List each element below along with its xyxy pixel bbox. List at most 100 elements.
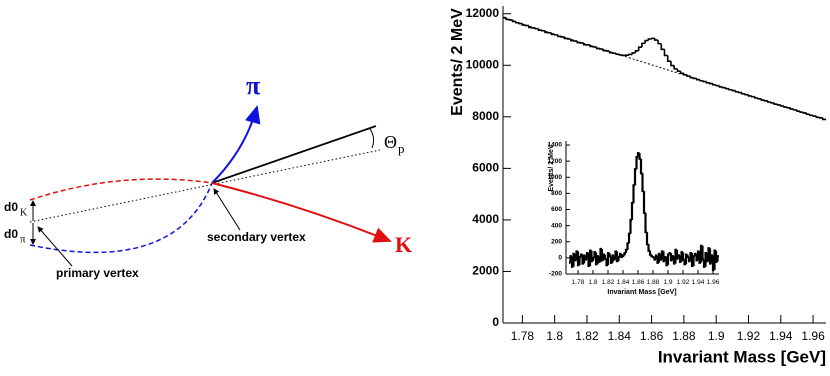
histogram-bin bbox=[650, 251, 652, 255]
histogram-bin bbox=[593, 258, 595, 261]
x-tick-label: 1.9 bbox=[663, 279, 672, 286]
histogram-bin bbox=[739, 92, 742, 93]
histogram-bin bbox=[668, 255, 670, 265]
histogram-bin bbox=[803, 112, 806, 113]
secondary-vertex-label: secondary vertex bbox=[207, 230, 306, 244]
y-tick-label: 0 bbox=[558, 255, 562, 262]
histogram-bin bbox=[665, 49, 668, 55]
x-tick-label: 1.94 bbox=[692, 279, 705, 286]
histogram-bin bbox=[632, 203, 634, 220]
histogram-bin bbox=[645, 41, 648, 44]
histogram-bin bbox=[610, 51, 613, 53]
histogram-bin bbox=[619, 54, 622, 55]
histogram-bin bbox=[635, 169, 637, 185]
x-tick-label: 1.88 bbox=[647, 279, 660, 286]
histogram-bin bbox=[655, 38, 658, 40]
x-tick-label: 1.84 bbox=[617, 279, 630, 286]
y-tick-label: 2000 bbox=[472, 264, 499, 278]
momentum-line bbox=[212, 126, 376, 183]
histogram-bin bbox=[653, 256, 655, 257]
histogram-bin bbox=[581, 43, 584, 44]
histogram-bin bbox=[631, 220, 633, 234]
histogram-bin bbox=[542, 30, 545, 31]
histogram-bin bbox=[787, 107, 790, 108]
histogram-bin bbox=[765, 100, 768, 101]
histogram-bin bbox=[761, 99, 764, 100]
kaon-extrapolation bbox=[30, 179, 212, 200]
histogram-bin bbox=[643, 173, 645, 191]
histogram-bin bbox=[671, 61, 674, 65]
d0-k-label: d0 bbox=[4, 200, 18, 214]
histogram-bin bbox=[555, 34, 558, 35]
histogram-bin bbox=[545, 31, 548, 33]
y-tick-label: 6000 bbox=[472, 161, 499, 175]
histogram-bin bbox=[597, 47, 600, 49]
x-tick-label: 1.96 bbox=[801, 329, 825, 343]
histogram-bin bbox=[629, 54, 632, 55]
histogram-bin bbox=[748, 95, 751, 96]
histogram-bin bbox=[593, 46, 596, 47]
histogram-bin bbox=[681, 71, 684, 73]
y-tick-label: 600 bbox=[551, 206, 562, 213]
histogram-bin bbox=[658, 40, 661, 44]
histogram-bin bbox=[742, 93, 745, 94]
theta-label: Θ bbox=[384, 132, 397, 152]
histogram-bin bbox=[755, 97, 758, 98]
histogram-bin bbox=[577, 41, 580, 43]
d0-k-sub: K bbox=[20, 207, 28, 218]
histogram-bin bbox=[684, 73, 687, 75]
histogram-bin bbox=[625, 253, 627, 255]
histogram-bin bbox=[726, 88, 729, 89]
histogram-bin bbox=[703, 246, 705, 260]
kaon-label: K bbox=[395, 232, 412, 257]
x-tick-label: 1.86 bbox=[632, 279, 645, 286]
histogram-bin bbox=[628, 243, 630, 249]
pion-track bbox=[212, 107, 257, 183]
histogram-bin bbox=[642, 43, 645, 47]
x-tick-label: 1.9 bbox=[708, 329, 725, 343]
histogram-bin bbox=[790, 108, 793, 109]
y-tick-label: -200 bbox=[549, 271, 562, 278]
histogram-bin bbox=[718, 256, 720, 262]
histogram-bin bbox=[551, 33, 554, 35]
histogram-bin bbox=[561, 36, 564, 37]
histogram-bin bbox=[729, 89, 732, 90]
histogram-bin bbox=[610, 253, 612, 256]
histogram-bin bbox=[616, 53, 619, 54]
y-tick-label: 400 bbox=[551, 222, 562, 229]
x-tick-label: 1.84 bbox=[608, 329, 632, 343]
histogram-bin bbox=[539, 29, 542, 31]
histogram-bin bbox=[571, 39, 574, 41]
histogram-bin bbox=[816, 116, 819, 117]
histogram-bin bbox=[683, 252, 685, 259]
histogram-bin bbox=[580, 257, 582, 265]
histogram-bin bbox=[758, 98, 761, 99]
histogram-bin bbox=[522, 24, 525, 26]
histogram-bin bbox=[820, 117, 823, 118]
histogram-bin bbox=[703, 81, 706, 82]
histogram-bin bbox=[810, 114, 813, 115]
histogram-bin bbox=[784, 106, 787, 107]
histogram-bin bbox=[619, 257, 621, 261]
histogram-bin bbox=[674, 66, 677, 69]
histogram-bin bbox=[668, 55, 671, 61]
histogram-bin bbox=[694, 256, 696, 266]
histogram-bin bbox=[713, 84, 716, 85]
x-tick-label: 1.94 bbox=[769, 329, 793, 343]
y-tick-label: 200 bbox=[551, 238, 562, 245]
histogram-bin bbox=[752, 96, 755, 97]
histogram-bin bbox=[558, 35, 561, 37]
histogram-bin bbox=[649, 244, 651, 250]
histogram-bin bbox=[647, 232, 649, 244]
histogram-bin bbox=[646, 213, 648, 232]
y-tick-label: 8000 bbox=[472, 109, 499, 123]
histogram-bin bbox=[605, 255, 607, 259]
histogram-bin bbox=[690, 76, 693, 78]
histogram-bin bbox=[623, 255, 625, 257]
histogram-bin bbox=[694, 78, 697, 79]
histogram-bin bbox=[519, 23, 522, 24]
x-tick-label: 1.92 bbox=[677, 279, 690, 286]
histogram-bin bbox=[600, 49, 603, 50]
histogram-bin bbox=[736, 91, 739, 92]
histogram-bin bbox=[639, 47, 642, 51]
